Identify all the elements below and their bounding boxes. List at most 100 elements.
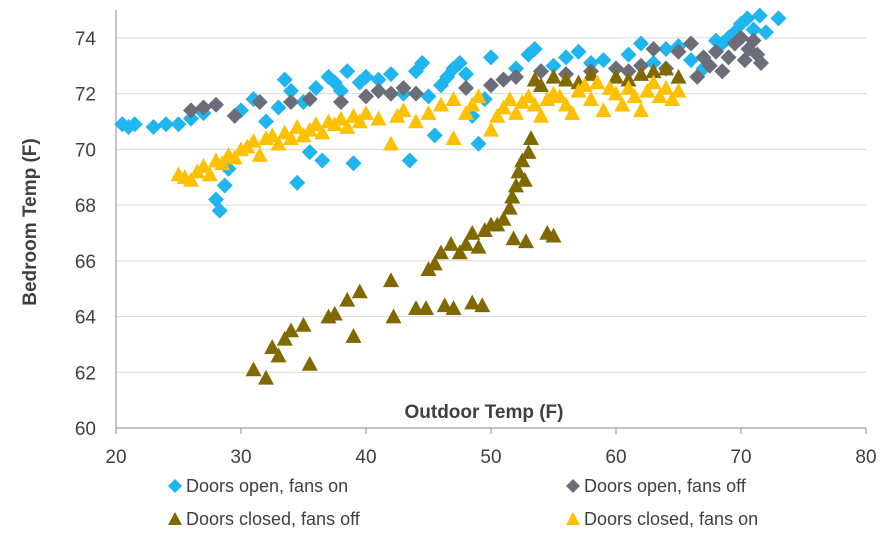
data-point [770,10,787,27]
data-point [595,52,612,69]
data-point [370,110,387,126]
data-point [226,107,243,124]
data-point [701,57,718,74]
data-point [301,91,318,108]
tick-labels: 60 62 64 66 68 70 72 74 20 30 40 50 60 70 80 [75,29,877,468]
data-point [270,99,287,116]
data-point [518,233,534,249]
data-point [401,152,418,169]
x-tick-label: 40 [355,447,376,468]
data-point [714,63,731,80]
data-point [420,88,437,105]
data-point [733,29,749,46]
data-point [314,152,331,169]
data-point [533,77,549,93]
data-point [258,113,274,130]
series-1 [114,7,787,219]
x-tick-label: 60 [605,447,626,468]
data-point [664,91,681,106]
data-point [645,74,662,90]
legend-marker [168,479,182,493]
data-point [258,369,274,385]
data-point [408,63,424,80]
data-point [295,316,312,332]
data-point [508,68,524,85]
data-point [433,96,449,112]
y-tick-label: 70 [75,140,96,161]
data-point [451,244,468,260]
data-point [645,63,662,79]
data-point [570,43,587,60]
data-point [276,71,293,88]
data-point [270,347,287,363]
data-point [195,158,212,173]
data-point [445,130,462,145]
y-axis-title: Bedroom Temp (F) [20,138,41,305]
data-point [445,60,462,77]
data-point [751,7,768,24]
data-point [383,135,399,151]
data-point [583,54,599,71]
data-point [226,149,243,165]
data-point [651,88,668,104]
data-point [558,71,574,87]
data-point [458,236,474,251]
series-4 [170,74,687,187]
data-point [533,63,549,80]
legend-label: Doors open, fans off [584,476,747,496]
data-point [216,177,233,194]
data-point [345,155,362,172]
series-2 [183,29,769,124]
data-point [464,294,481,310]
data-point [489,107,506,123]
data-point [211,202,228,219]
x-tick-label: 50 [480,447,501,468]
data-point [626,88,643,104]
data-point [183,171,199,187]
data-point [283,82,299,99]
axes [115,10,867,434]
data-point [345,328,362,343]
data-point [753,54,769,71]
data-point [633,35,649,52]
data-point [483,121,499,137]
data-point [264,127,281,143]
data-point [283,93,299,110]
data-point [745,21,762,38]
data-point [370,71,387,88]
data-point [620,80,637,95]
y-tick-label: 72 [75,85,96,106]
data-point [395,80,412,97]
x-tick-label: 20 [105,447,126,468]
data-point [608,68,624,84]
data-point [758,24,774,41]
data-point [614,96,631,112]
data-point [501,91,518,106]
data-point [739,10,756,27]
data-point [333,93,349,110]
data-point [608,85,624,101]
data-point [608,60,624,77]
data-point [458,80,474,97]
data-point [670,68,687,84]
data-point [420,105,437,120]
data-point [526,96,543,112]
data-point [495,99,512,115]
data-point [583,66,599,81]
data-point [516,171,533,187]
data-point [426,127,443,144]
series-3 [245,60,687,385]
data-point [583,91,599,106]
data-point [595,102,612,118]
data-point [510,163,527,179]
data-point [445,91,462,106]
data-point [464,224,481,240]
data-point [620,46,637,63]
data-point [370,82,387,99]
data-point [245,361,262,377]
legend: Doors open, fans on Doors open, fans off D… [168,476,758,529]
data-point [289,174,306,191]
data-point [708,43,724,60]
data-point [658,80,674,95]
